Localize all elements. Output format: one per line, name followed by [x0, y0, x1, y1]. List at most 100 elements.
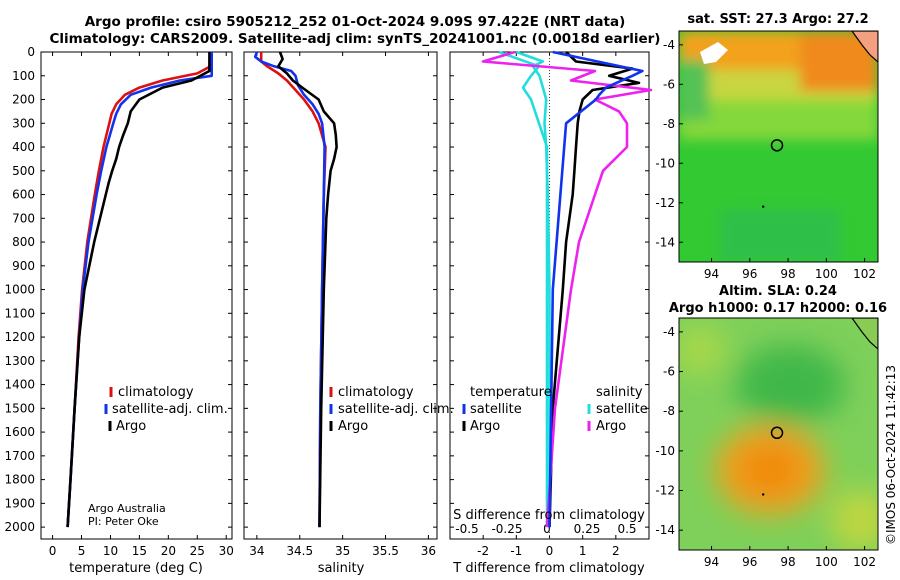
legend-label-argo: Argo — [116, 419, 146, 434]
temperature-xlabel: temperature (deg C) — [69, 561, 203, 576]
depth-tick-label: 1800 — [4, 473, 35, 487]
temperature-series-argo — [66, 52, 211, 528]
legend-label-temperature-argo: Argo — [470, 419, 500, 434]
depth-tick-label: 400 — [12, 140, 35, 154]
chart-title-line2: Climatology: CARS2009. Satellite-adj cli… — [49, 31, 661, 47]
sst-map-island-dot — [761, 205, 765, 208]
sla-map-xtick-label: 102 — [853, 555, 876, 569]
sst-map-xtick-label: 94 — [704, 267, 719, 281]
legend-label-salinity-argo: Argo — [596, 419, 626, 434]
difference-salinity-legend: salinity satellite Argo — [587, 385, 648, 434]
sla-map-xtick-label: 100 — [815, 555, 838, 569]
sla-map-frame — [678, 317, 879, 551]
depth-tick-label: 100 — [12, 69, 35, 83]
sla-heatmap — [679, 318, 878, 550]
sla-map-ytick-label: -6 — [663, 365, 675, 379]
sla-map-title-line2: Argo h1000: 0.17 h2000: 0.16 — [669, 301, 887, 316]
sst-map-ytick-label: -14 — [655, 235, 675, 249]
difference-xlabel: T difference from climatology — [452, 561, 645, 576]
depth-tick-label: 1100 — [4, 306, 35, 320]
difference-xlabel-top: S difference from climatology — [453, 508, 645, 523]
depth-tick-label: 300 — [12, 116, 35, 130]
depth-tick-label: 1400 — [4, 378, 35, 392]
legend-label-satellite: satellite-adj. clim. — [338, 402, 454, 417]
temperature-xtick-label: 20 — [161, 544, 176, 558]
temperature-xtick-label: 15 — [132, 544, 147, 558]
salinity-diff-tick-label: -0.5 — [455, 522, 478, 536]
differences-xtick-label: 0 — [546, 544, 554, 558]
sst-map-ytick-label: -10 — [655, 156, 675, 170]
sla-map-xtick-label: 94 — [704, 555, 719, 569]
salinity-series-satellite-adj-clim- — [253, 51, 326, 528]
legend-title-temperature: temperature — [470, 385, 552, 400]
depth-tick-label: 1900 — [4, 496, 35, 510]
sla-map-ytick-label: -12 — [655, 484, 675, 498]
salinity-diff-tick-label: 0.5 — [617, 522, 636, 536]
legend-label-climatology: climatology — [338, 385, 414, 400]
sla-map-title-line1: Altim. SLA: 0.24 — [719, 284, 837, 299]
temperature-xtick-label: 10 — [103, 544, 118, 558]
legend-label-salinity-satellite: satellite — [596, 402, 648, 417]
depth-tick-label: 800 — [12, 235, 35, 249]
sst-map-profile-location-marker — [770, 139, 784, 152]
sst-map-xtick-label: 98 — [780, 267, 795, 281]
salinity-xlabel: salinity — [318, 561, 365, 576]
sst-map-xtick-label: 100 — [815, 267, 838, 281]
sla-map-ytick-label: -8 — [663, 404, 675, 418]
chart-title-line1: Argo profile: csiro 5905212_252 01-Oct-2… — [84, 14, 626, 30]
salinity-diff-tick-label: 0.25 — [574, 522, 601, 536]
legend-label-temperature-satellite: satellite — [470, 402, 522, 417]
depth-tick-label: 700 — [12, 211, 35, 225]
temperature-xtick-label: 0 — [49, 544, 57, 558]
sst-map-xtick-label: 96 — [742, 267, 757, 281]
legend-title-salinity: salinity — [596, 385, 643, 400]
sla-map-profile-location-marker — [770, 426, 784, 440]
sla-map-island-dot — [761, 493, 765, 496]
sst-map-ytick-label: -12 — [655, 196, 675, 210]
temperature-legend: climatology satellite-adj. clim. Argo — [104, 385, 228, 434]
differences-xtick-label: 2 — [612, 544, 620, 558]
depth-tick-label: 200 — [12, 93, 35, 107]
differences-series-temperature-satellite — [515, 50, 551, 528]
sst-map-frame — [678, 30, 879, 263]
legend-label-satellite: satellite-adj. clim. — [112, 402, 228, 417]
depth-tick-label: 1600 — [4, 425, 35, 439]
sla-map-xtick-label: 96 — [742, 555, 757, 569]
legend-label-climatology: climatology — [118, 385, 194, 400]
differences-series-satellite-adj-clim-temperature — [548, 50, 644, 528]
sla-map-ytick-label: -4 — [663, 325, 675, 339]
salinity-series-argo — [276, 51, 338, 528]
difference-temperature-legend: temperature satellite Argo — [462, 385, 552, 434]
salinity-series-climatology — [259, 52, 327, 528]
depth-tick-label: 900 — [12, 259, 35, 273]
temperature-series-climatology — [66, 52, 212, 528]
depth-tick-label: 2000 — [4, 520, 35, 534]
sst-map-title: sat. SST: 27.3 Argo: 27.2 — [687, 12, 868, 27]
salinity-xtick-label: 35.5 — [372, 544, 399, 558]
credits: Argo Australia PI: Peter Oke — [88, 502, 166, 528]
sst-heatmap — [679, 31, 878, 262]
differences-xtick-label: -2 — [477, 544, 489, 558]
sla-map-ytick-label: -10 — [655, 444, 675, 458]
salinity-axes-frame — [243, 51, 438, 540]
depth-tick-label: 1200 — [4, 330, 35, 344]
salinity-diff-tick-label: -0.25 — [491, 522, 522, 536]
differences-series-temperature-argo — [548, 51, 641, 528]
sla-map-xtick-label: 98 — [780, 555, 795, 569]
temperature-axes-frame — [40, 51, 233, 540]
legend-label-argo: Argo — [338, 419, 368, 434]
temperature-xtick-label: 30 — [219, 544, 234, 558]
salinity-xtick-label: 35 — [335, 544, 350, 558]
salinity-xtick-label: 34.5 — [286, 544, 313, 558]
sst-map-ytick-label: -6 — [663, 77, 675, 91]
depth-tick-label: 1000 — [4, 283, 35, 297]
copyright-stamp: ©IMOS 06-Oct-2024 11:42:13 — [884, 365, 898, 545]
depth-tick-label: 1500 — [4, 401, 35, 415]
depth-tick-label: 1700 — [4, 449, 35, 463]
depth-tick-label: 0 — [27, 45, 35, 59]
depth-tick-label: 1300 — [4, 354, 35, 368]
credit-line1: Argo Australia — [88, 502, 166, 515]
sst-map-ytick-label: -4 — [663, 38, 675, 52]
temperature-xtick-label: 25 — [190, 544, 205, 558]
